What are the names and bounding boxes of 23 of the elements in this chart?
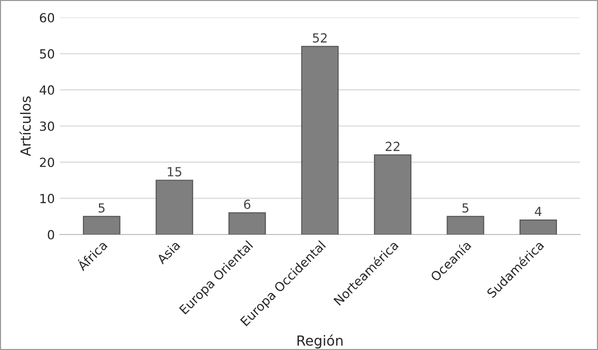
y-tick-label: 0 xyxy=(48,230,54,240)
y-axis-title: Artículos xyxy=(19,96,31,156)
data-label: 5 xyxy=(462,203,468,213)
data-label: 15 xyxy=(168,167,182,176)
y-tick-label: 60 xyxy=(40,12,54,22)
data-label: 4 xyxy=(534,206,542,216)
data-label: 22 xyxy=(386,142,400,151)
y-tick-label: 50 xyxy=(40,49,54,59)
y-tick-label: 30 xyxy=(40,121,54,131)
bar xyxy=(301,46,339,234)
bar xyxy=(374,154,412,234)
bar xyxy=(446,216,484,234)
bar xyxy=(228,212,266,234)
data-label: 5 xyxy=(98,203,105,213)
bar xyxy=(156,180,194,234)
bar xyxy=(82,216,120,234)
data-label: 6 xyxy=(244,200,250,209)
y-tick-label: 10 xyxy=(40,194,54,204)
y-tick-label: 40 xyxy=(40,85,54,95)
data-label: 52 xyxy=(312,33,327,43)
bar xyxy=(519,219,557,234)
y-tick-label: 20 xyxy=(40,158,54,168)
x-axis-title: Región xyxy=(298,334,343,348)
